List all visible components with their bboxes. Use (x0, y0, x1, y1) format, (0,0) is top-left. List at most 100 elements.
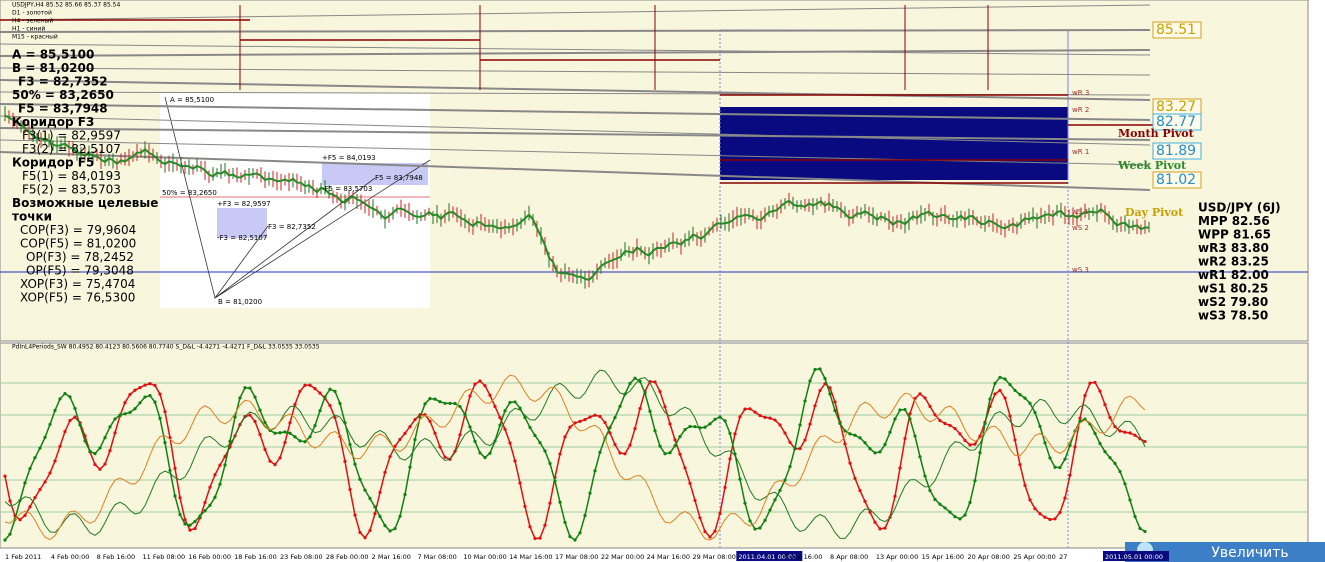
osc-dot (1143, 529, 1147, 534)
diagram-label: F3 = 82,7352 (268, 223, 316, 231)
osc-dot (273, 431, 277, 435)
osc-dot (993, 381, 997, 385)
osc-dot (153, 400, 157, 404)
osc-dot (188, 528, 192, 532)
osc-dot (303, 440, 307, 444)
osc-dot (808, 379, 812, 383)
osc-dot (323, 395, 327, 399)
osc-dot (958, 432, 962, 436)
osc-dot (1098, 389, 1102, 393)
osc-dot (23, 513, 27, 517)
fibo-text: XOP(F5) = 76,5300 (20, 291, 135, 305)
osc-dot (938, 502, 942, 506)
osc-dot (768, 508, 772, 512)
zoom-label[interactable]: Увеличить (1211, 545, 1288, 561)
osc-dot (968, 443, 972, 447)
osc-dot (763, 518, 767, 523)
osc-dot (833, 400, 837, 404)
info-text: USD/JPY (6J) (1198, 201, 1281, 215)
osc-dot (63, 429, 67, 434)
osc-dot (198, 514, 202, 518)
osc-dot (678, 452, 682, 456)
osc-dot (178, 512, 182, 517)
info-text: wS3 78.50 (1198, 309, 1268, 323)
pivot-label: Day Pivot (1125, 206, 1184, 219)
osc-dot (1073, 445, 1077, 449)
trend-line (0, 103, 1151, 121)
osc-dot (368, 528, 372, 533)
osc-dot (753, 527, 757, 531)
osc-dot (383, 470, 387, 474)
osc-dot (358, 530, 362, 535)
osc-dot (83, 439, 87, 443)
osc-dot (808, 422, 812, 426)
zoom-button[interactable] (1125, 542, 1325, 562)
osc-dot (1063, 496, 1067, 500)
osc-dot (328, 404, 332, 408)
osc-dot (633, 376, 637, 380)
osc-dot (393, 527, 397, 531)
osc-dot (908, 412, 912, 416)
osc-dot (93, 462, 97, 467)
osc-dot (1058, 465, 1062, 470)
osc-dot (813, 404, 817, 408)
osc-dot (73, 415, 77, 419)
osc-dot (1008, 414, 1012, 418)
osc-dot (708, 535, 712, 539)
osc-dot (288, 431, 292, 435)
time-highlight (1103, 551, 1169, 561)
osc-dot (788, 440, 792, 444)
trend-line (0, 115, 1151, 146)
osc-dot (1013, 438, 1017, 442)
osc-dot (178, 496, 182, 500)
osc-dot (543, 449, 547, 453)
osc-dot (143, 383, 147, 387)
osc-dot (688, 481, 692, 485)
osc-dot (843, 429, 847, 433)
osc-dot (508, 441, 512, 445)
osc-dot (823, 376, 827, 381)
osc-dot (778, 488, 782, 492)
osc-dot (478, 451, 482, 455)
osc-dot (423, 402, 427, 406)
osc-dot (613, 415, 617, 420)
osc-dot (563, 520, 567, 525)
osc-dot (948, 510, 952, 514)
osc-dot (948, 423, 952, 428)
osc-dot (1058, 510, 1062, 515)
osc-dot (658, 389, 662, 394)
osc-dot (673, 444, 677, 448)
osc-dot (973, 479, 977, 483)
osc-dot (1098, 441, 1102, 446)
osc-dot (968, 500, 972, 505)
trend-line (0, 4, 1151, 21)
osc-dot (713, 417, 717, 421)
fibo-text: 50% = 83,2650 (12, 88, 114, 102)
osc-dot (563, 435, 567, 439)
osc-dot (598, 450, 602, 454)
time-label: 15 Apr 16:00 (922, 553, 964, 561)
osc-dot (1128, 431, 1132, 435)
osc-dot (723, 485, 727, 490)
osc-dot (768, 416, 772, 420)
osc-dot (818, 388, 822, 393)
osc-dot (333, 389, 337, 393)
osc-dot (618, 451, 622, 455)
diagram-label: +F3 = 82,9597 (217, 200, 271, 208)
osc-dot (338, 401, 342, 406)
time-label: 5 Apr 16:00 (784, 553, 822, 561)
osc-dot (348, 487, 352, 492)
osc-dot (498, 416, 502, 420)
osc-dot (718, 511, 722, 516)
osc-dot (668, 422, 672, 426)
osc-dot (238, 396, 242, 400)
osc-dot (923, 396, 927, 400)
osc-dot (428, 397, 432, 401)
osc-dot (938, 418, 942, 423)
osc-dot (143, 395, 147, 399)
osc-dot (1018, 463, 1022, 467)
diagram-lines (164, 96, 431, 299)
legend-text: H1 - синий (12, 26, 45, 33)
osc-dot (958, 517, 962, 521)
osc-dot (873, 520, 877, 524)
